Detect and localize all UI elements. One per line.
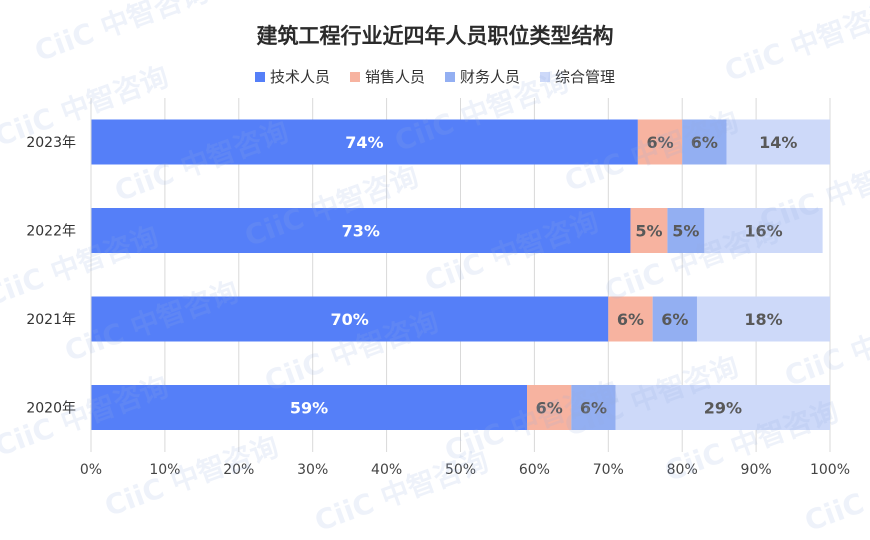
bar-segment — [571, 385, 616, 430]
x-tick-label: 20% — [223, 462, 254, 478]
data-label: 6% — [646, 133, 673, 152]
legend-label: 销售人员 — [364, 68, 425, 86]
x-tick-label: 50% — [445, 462, 476, 478]
data-label: 6% — [661, 310, 688, 329]
data-label: 70% — [331, 310, 369, 329]
x-tick-label: 30% — [297, 462, 328, 478]
legend-item: 财务人员 — [445, 66, 520, 87]
x-tick-label: 80% — [667, 462, 698, 478]
bar-segment — [91, 208, 631, 253]
data-label: 74% — [345, 133, 383, 152]
bar-segment — [608, 296, 653, 342]
bar-segment — [527, 385, 572, 430]
legend-swatch — [445, 71, 455, 82]
data-label: 6% — [617, 310, 644, 329]
bar-segment — [682, 119, 727, 165]
legend-swatch — [540, 71, 551, 82]
y-category-label: 2023年 — [26, 135, 76, 151]
chart-plot: 0% 10% 20% 30% 40% 50% 60% 70% 80% 90% 100% 74% 6% 6%… — [26, 98, 850, 478]
data-label: 59% — [290, 399, 328, 418]
data-label: 16% — [744, 222, 782, 241]
bar-segment — [726, 119, 830, 165]
data-label: 6% — [580, 399, 607, 418]
bar-segment — [696, 296, 830, 342]
x-tick-label: 40% — [371, 462, 402, 478]
data-label: 14% — [759, 133, 797, 152]
bar-segment — [667, 208, 705, 253]
legend-item: 销售人员 — [349, 66, 425, 87]
data-label: 6% — [536, 399, 563, 418]
x-tick-label: 70% — [593, 462, 624, 478]
data-label: 5% — [672, 222, 699, 241]
legend-swatch — [254, 71, 265, 82]
x-tick-label: 10% — [149, 462, 180, 478]
bar-segment — [637, 119, 683, 165]
bar-segment — [91, 385, 528, 430]
legend: 技术人员 销售人员 财务人员 综合管理 — [0, 66, 870, 87]
legend-item: 综合管理 — [540, 66, 615, 87]
x-tick-label: 90% — [741, 462, 772, 478]
bar-segment — [652, 296, 697, 342]
y-category-label: 2022年 — [26, 224, 76, 240]
bar-segment — [91, 296, 609, 342]
data-label: 29% — [704, 399, 742, 418]
bar-segment — [91, 119, 638, 165]
data-label: 6% — [691, 133, 718, 152]
bar-segment — [615, 385, 830, 430]
y-category-label: 2020年 — [26, 401, 76, 417]
data-label: 73% — [342, 222, 380, 241]
bar-segment — [630, 208, 668, 253]
data-label: 5% — [635, 222, 662, 241]
legend-label: 财务人员 — [460, 68, 521, 86]
legend-label: 综合管理 — [555, 68, 616, 86]
x-tick-label: 0% — [80, 462, 102, 478]
y-category-label: 2021年 — [26, 312, 76, 328]
data-label: 18% — [744, 310, 782, 329]
bar-segment — [704, 208, 823, 253]
x-tick-label: 100% — [810, 462, 850, 478]
x-tick-label: 60% — [519, 462, 550, 478]
legend-label: 技术人员 — [269, 68, 330, 86]
chart-title: 建筑工程行业近四年人员职位类型结构 — [256, 24, 614, 48]
legend-swatch — [349, 71, 360, 82]
legend-item: 技术人员 — [254, 66, 330, 87]
